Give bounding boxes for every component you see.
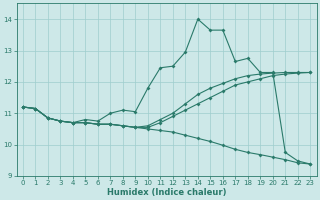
X-axis label: Humidex (Indice chaleur): Humidex (Indice chaleur)	[107, 188, 226, 197]
